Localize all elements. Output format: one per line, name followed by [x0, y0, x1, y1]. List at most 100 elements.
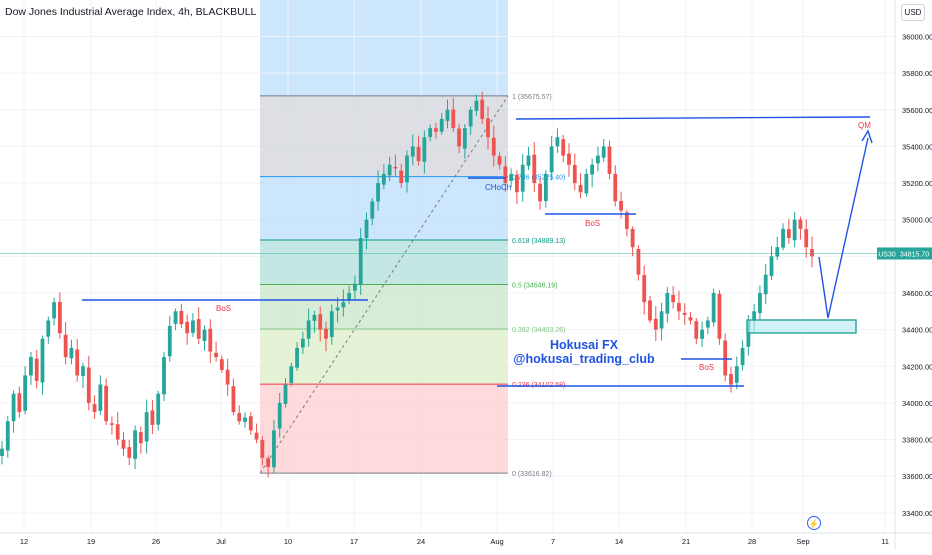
- candle-body: [526, 155, 531, 166]
- candle-body: [358, 238, 363, 285]
- candle-body: [353, 283, 357, 291]
- candle-body: [81, 366, 85, 377]
- candle-body: [127, 447, 132, 458]
- candle-body: [185, 321, 190, 334]
- currency-button[interactable]: USD: [901, 4, 925, 21]
- candle-body: [792, 219, 797, 241]
- candle-body: [75, 349, 80, 376]
- candle-body: [173, 311, 178, 324]
- candle-body: [740, 347, 745, 366]
- candle-body: [69, 347, 74, 359]
- candle-body: [92, 404, 97, 413]
- candle-body: [52, 302, 56, 319]
- candle-body: [723, 340, 728, 376]
- candle-body: [694, 321, 699, 339]
- candle-body: [810, 249, 814, 257]
- candle-body: [23, 375, 28, 411]
- lightning-icon[interactable]: ⚡: [807, 516, 821, 530]
- candle-body: [167, 325, 172, 357]
- candle-body: [300, 338, 305, 348]
- candle-body: [532, 154, 537, 184]
- last-price-label: 34815.70: [900, 251, 929, 258]
- candle-body: [555, 137, 560, 147]
- candle-body: [34, 358, 39, 381]
- candle-body: [520, 164, 525, 192]
- time-tick-label: Sep: [796, 537, 809, 546]
- watermark-handle: @hokusai_trading_club: [513, 352, 655, 366]
- candle-body: [214, 352, 218, 358]
- time-tick-label: Jul: [216, 537, 226, 546]
- bos-label-right: BoS: [699, 363, 714, 372]
- candle-body: [462, 128, 467, 149]
- candle-body: [711, 292, 716, 323]
- candle-body: [619, 200, 623, 211]
- candle-body: [590, 164, 595, 175]
- candle-body: [0, 448, 4, 457]
- candle-body: [642, 274, 647, 303]
- candle-body: [648, 300, 652, 321]
- candle-body: [376, 183, 380, 202]
- candle-body: [682, 312, 687, 315]
- choch-label: CHoCh: [485, 183, 511, 192]
- candle-body: [144, 412, 149, 442]
- candle-body: [428, 128, 433, 137]
- candle-body: [40, 338, 45, 383]
- candle-body: [57, 301, 62, 334]
- candle-body: [584, 173, 589, 194]
- last-price-tag: [897, 247, 932, 260]
- candle-body: [335, 307, 340, 311]
- symbol-tag-label: US30: [878, 251, 896, 258]
- qm-label: QM: [858, 121, 871, 130]
- demand-zone-box: [746, 319, 857, 334]
- candle-body: [659, 311, 664, 329]
- candle-body: [410, 146, 415, 157]
- candle-body: [671, 294, 676, 303]
- candle-body: [515, 174, 519, 193]
- candle-body: [219, 359, 224, 370]
- candle-body: [416, 146, 421, 162]
- candle-body: [29, 357, 33, 376]
- price-tick-label: 35200.00: [902, 179, 932, 188]
- time-tick-label: 12: [20, 537, 28, 546]
- candle-body: [607, 146, 612, 174]
- candle-body: [601, 146, 606, 158]
- candle-body: [191, 320, 195, 333]
- candle-body: [474, 100, 479, 111]
- candle-body: [491, 137, 496, 156]
- time-tick-label: Aug: [490, 537, 503, 546]
- candle-body: [399, 170, 404, 184]
- time-tick-label: 17: [350, 537, 358, 546]
- time-tick-label: 26: [152, 537, 160, 546]
- time-tick-label: 28: [748, 537, 756, 546]
- candle-body: [150, 410, 155, 425]
- time-tick-label: 10: [284, 537, 292, 546]
- candle-body: [729, 373, 733, 385]
- candle-body: [503, 166, 508, 184]
- candle-body: [231, 386, 236, 413]
- candle-body: [121, 439, 126, 449]
- candle-body: [277, 402, 282, 429]
- candle-body: [17, 393, 22, 413]
- candle-body: [636, 249, 641, 275]
- candle-body: [104, 385, 109, 422]
- candle-body: [705, 320, 710, 328]
- price-tick-label: 34400.00: [902, 326, 932, 335]
- price-tick-label: 34600.00: [902, 289, 932, 298]
- candle-body: [202, 329, 207, 341]
- candle-body: [549, 146, 554, 173]
- projection-arrow-head: [861, 129, 873, 144]
- candle-body: [260, 439, 265, 458]
- candle-body: [46, 320, 51, 337]
- time-tick-label: 11: [881, 537, 889, 546]
- candle-body: [312, 314, 317, 321]
- candle-body: [578, 184, 583, 193]
- fib-level-label: 0 (33616.82): [512, 471, 552, 478]
- candle-body: [561, 139, 566, 156]
- candle-body: [786, 229, 791, 239]
- date-range-highlight: [260, 0, 508, 96]
- qm-line: [515, 116, 871, 120]
- candle-body: [179, 310, 184, 325]
- candle-body: [254, 432, 259, 440]
- candle-body: [486, 118, 490, 138]
